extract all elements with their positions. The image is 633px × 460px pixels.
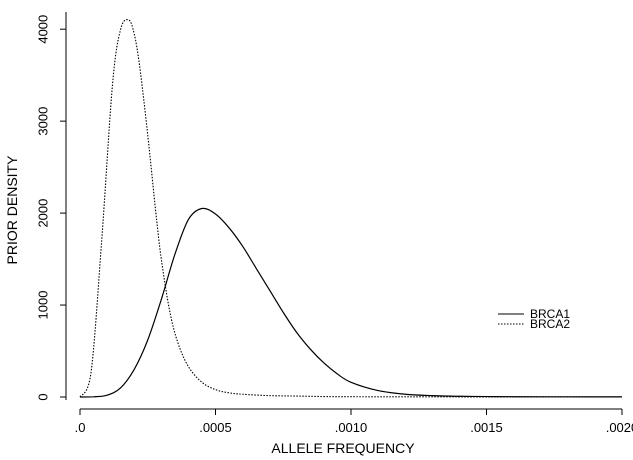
y-tick-label: 4000 <box>35 15 50 44</box>
x-tick-label: .0010 <box>335 420 368 435</box>
y-axis-title: PRIOR DENSITY <box>4 155 20 265</box>
y-tick-label: 3000 <box>35 107 50 136</box>
x-tick-label: .0 <box>75 420 86 435</box>
series-line-brca1 <box>79 207 623 398</box>
x-axis-title: ALLELE FREQUENCY <box>271 440 415 456</box>
x-tick-label: .0015 <box>470 420 503 435</box>
y-tick-label: 1000 <box>35 291 50 320</box>
x-tick-label: .0005 <box>199 420 232 435</box>
legend-label-brca2: BRCA2 <box>530 317 570 331</box>
y-tick-label: 0 <box>35 393 50 400</box>
y-tick-label: 2000 <box>35 199 50 228</box>
legend-label-brca1: BRCA1 <box>530 307 570 321</box>
series-line-brca2 <box>79 19 623 398</box>
series-lines <box>79 19 623 398</box>
y-axis-ticks: 0 1000 2000 3000 4000 <box>35 15 66 401</box>
